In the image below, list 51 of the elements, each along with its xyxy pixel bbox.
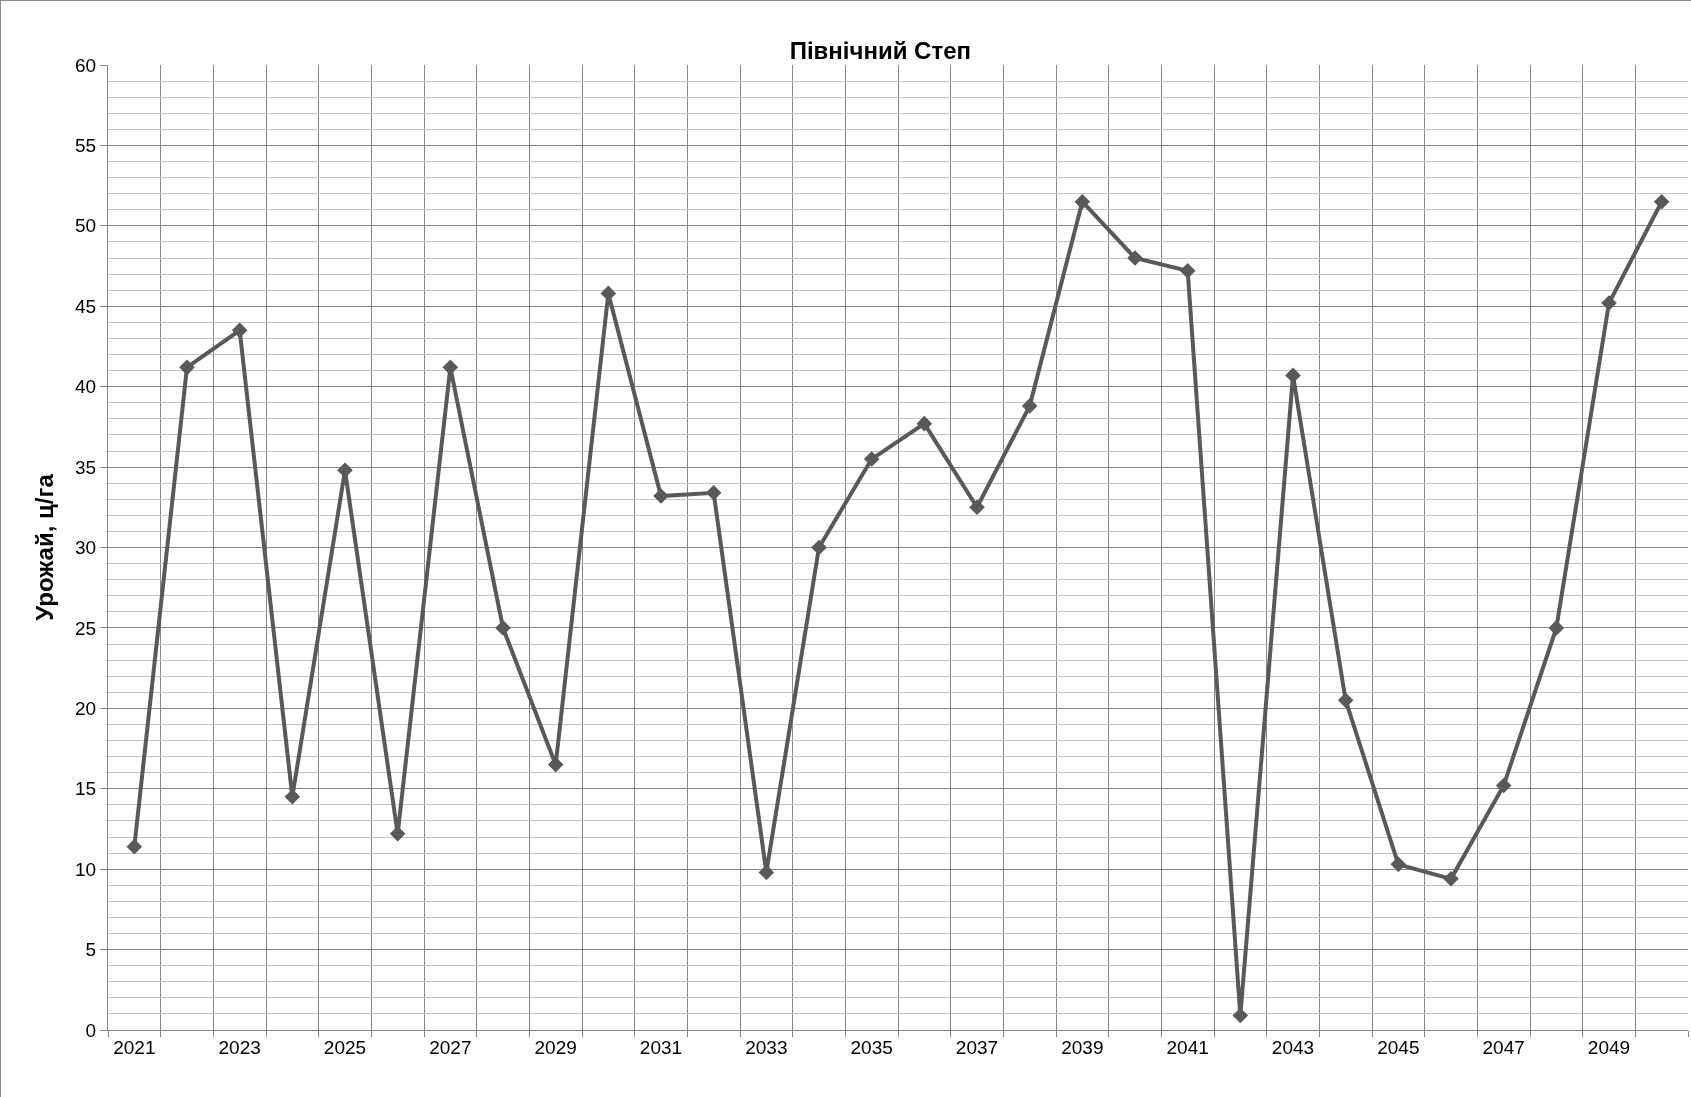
x-tick-label: 2035 (850, 1036, 893, 1058)
point (1443, 871, 1459, 887)
point (969, 499, 985, 516)
point (179, 359, 195, 376)
point (1495, 777, 1512, 794)
point (863, 451, 880, 467)
point (495, 620, 511, 636)
y-tick-label: 40 (75, 376, 97, 398)
point (126, 838, 143, 855)
point (916, 415, 933, 432)
point (1127, 250, 1143, 266)
point (1021, 398, 1038, 414)
y-tick-label: 50 (75, 215, 97, 237)
point (1074, 193, 1091, 210)
y-tick-label: 25 (75, 617, 97, 639)
x-tick-label: 2021 (113, 1036, 156, 1058)
point (231, 322, 248, 339)
x-tick-label: 2027 (429, 1036, 472, 1058)
point (1179, 263, 1196, 279)
x-tick-label: 2043 (1271, 1036, 1315, 1058)
chart-title: Північний Степ (789, 36, 972, 64)
x-tick-label: 2039 (1061, 1036, 1104, 1058)
y-tick-label: 30 (75, 537, 97, 559)
x-tick-label: 2023 (218, 1036, 261, 1058)
x-tick-label: 2047 (1482, 1036, 1525, 1058)
point (1601, 295, 1617, 311)
y-tick-label: 5 (85, 939, 97, 961)
x-tick-label: 2033 (745, 1036, 788, 1058)
y-tick-label: 0 (85, 1019, 97, 1041)
y-axis-title: Урожай, ц/га (31, 473, 59, 621)
x-tick-label: 2049 (1587, 1036, 1631, 1058)
x-tick-label: 2025 (323, 1036, 367, 1058)
point (811, 539, 827, 556)
point (1548, 620, 1565, 636)
x-tick-label: 2037 (955, 1036, 999, 1058)
y-tick-label: 15 (75, 778, 97, 800)
x-tick-label: 2041 (1166, 1036, 1209, 1058)
point (653, 488, 669, 504)
point (1337, 692, 1354, 709)
point (1653, 193, 1670, 210)
y-tick-label: 35 (75, 456, 97, 478)
x-tick-label: 2029 (534, 1036, 577, 1058)
x-tick-label: 2031 (639, 1036, 683, 1058)
y-tick-label: 45 (75, 295, 97, 317)
y-tick-label: 60 (75, 54, 97, 76)
y-tick-label: 55 (75, 135, 97, 157)
y-tick-label: 20 (75, 697, 97, 719)
point (705, 485, 722, 501)
y-tick-label: 10 (75, 858, 97, 880)
point (1390, 856, 1407, 873)
x-tick-label: 2045 (1377, 1036, 1420, 1058)
